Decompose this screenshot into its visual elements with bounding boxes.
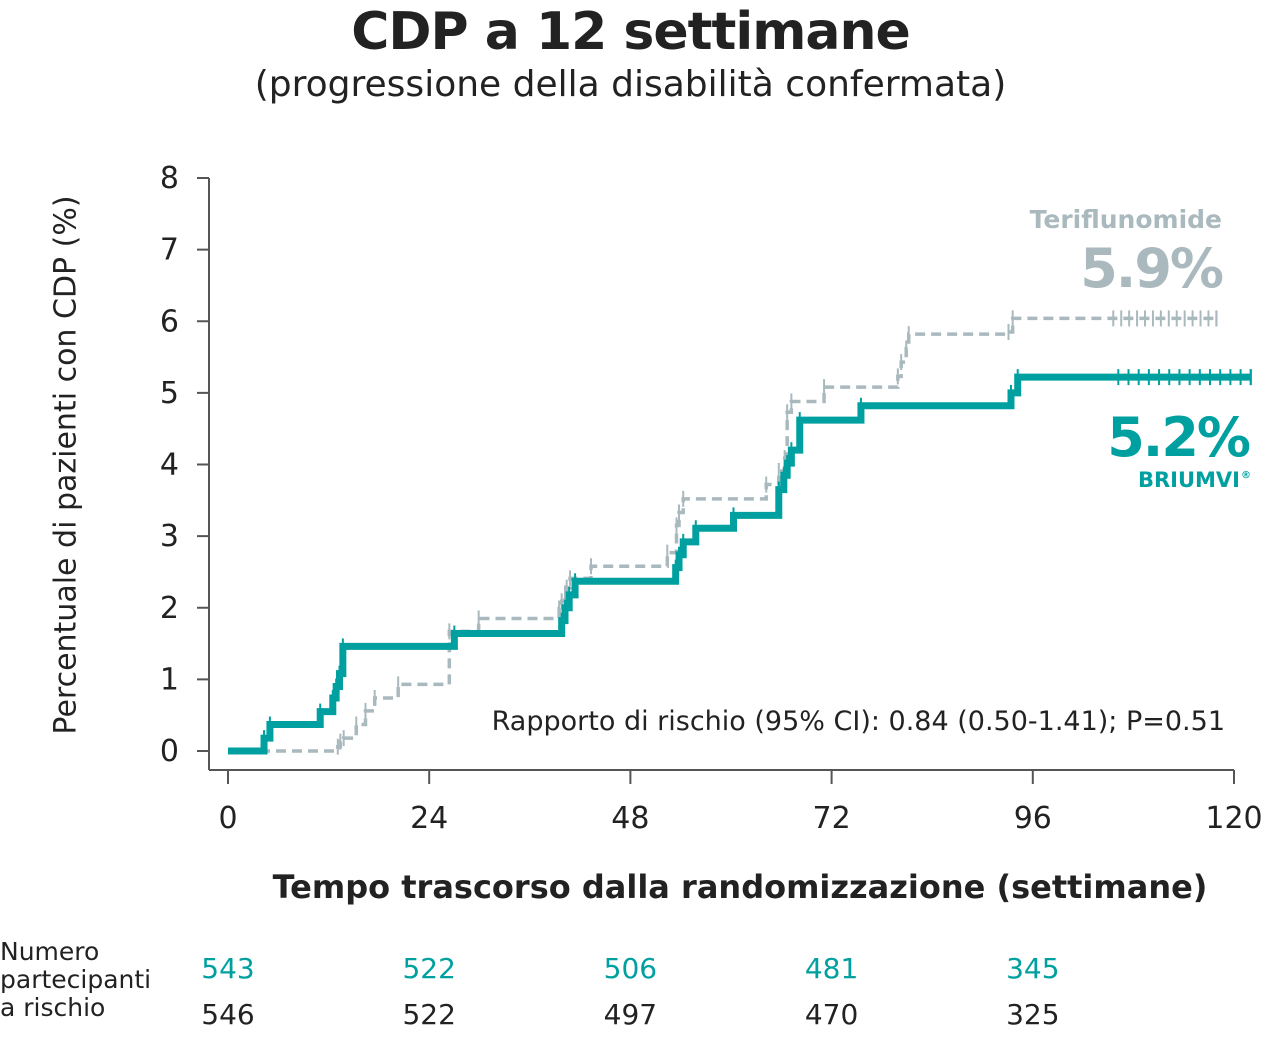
at-risk-label-line: partecipanti [0,965,152,994]
y-tick-label: 6 [160,304,179,339]
at-risk-label-line: Numero [0,937,100,966]
at-risk-briumvi-value: 345 [1006,952,1060,985]
y-tick-label: 8 [160,161,179,196]
y-tick-label: 0 [160,734,179,769]
x-tick-label: 72 [813,801,851,836]
at-risk-briumvi-value: 481 [804,952,859,985]
chart-subtitle: (progressione della disabilità confermat… [254,64,1007,105]
at-risk-label-line: a rischio [0,993,106,1022]
at-risk-briumvi-value: 506 [603,952,658,985]
y-tick-label: 5 [160,376,179,411]
x-tick-label: 96 [1014,801,1052,836]
chart-title: CDP a 12 settimane [351,2,911,62]
legend-briumvi-name: BRIUMVI [1138,468,1240,492]
x-tick-label: 48 [611,801,649,836]
legend-briumvi-value: 5.2% [1107,406,1250,469]
y-tick-label: 1 [160,662,179,697]
series-line-briumvi [228,373,1251,755]
axes: 0 1 2 3 4 5 6 7 8 0 24 48 72 96 120 [160,161,1261,836]
y-tick-label: 3 [160,519,179,554]
legend-teriflunomide: Teriflunomide 5.9% [1030,205,1225,300]
at-risk-teriflunomide-value: 470 [804,998,859,1031]
km-plot: 0 1 2 3 4 5 6 7 8 0 24 48 72 96 120 Rapporto di rischi… [160,161,1261,836]
x-tick-label: 24 [410,801,448,836]
at-risk-teriflunomide-value: 546 [201,998,255,1031]
y-tick-label: 7 [160,233,179,268]
at-risk-teriflunomide-value: 522 [402,998,456,1031]
legend-teriflunomide-name: Teriflunomide [1030,205,1222,234]
x-tick-label: 120 [1205,801,1261,836]
at-risk-briumvi-value: 543 [201,952,255,985]
series-lines [228,310,1252,755]
x-tick-label: 0 [218,801,237,836]
x-axis-label: Tempo trascorso dalla randomizzazione (s… [272,868,1208,906]
series-line-teriflunomide [228,316,1217,753]
at-risk-label: Numero partecipanti a rischio [0,938,151,1022]
y-tick-label: 2 [160,591,179,626]
at-risk-teriflunomide-value: 325 [1006,998,1060,1031]
at-risk-teriflunomide-value: 497 [603,998,658,1031]
at-risk-briumvi-value: 522 [402,952,456,985]
hazard-ratio-annotation: Rapporto di rischio (95% CI): 0.84 (0.50… [492,706,1225,737]
legend-briumvi-registered-mark: ® [1241,470,1251,481]
legend-teriflunomide-value: 5.9% [1080,237,1223,300]
y-tick-label: 4 [160,448,179,483]
legend-briumvi: 5.2% BRIUMVI ® [1107,406,1252,492]
